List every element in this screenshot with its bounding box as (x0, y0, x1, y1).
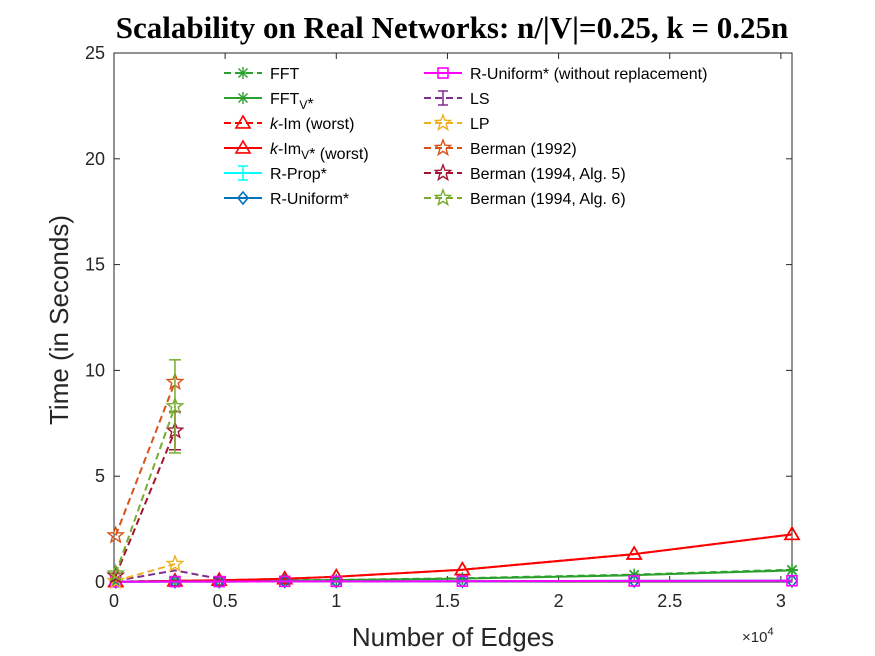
legend-item: Berman (1994, Alg. 5) (424, 163, 626, 183)
data-point (276, 570, 294, 585)
x-tick-label: 1.5 (435, 591, 460, 611)
x-axis-multiplier-exponent: 4 (767, 626, 773, 638)
legend-label: FFTV* (270, 91, 314, 113)
x-axis-multiplier: ×104 (742, 626, 774, 646)
legend-item: R-Uniform* (without replacement) (424, 66, 707, 83)
series-line (115, 569, 220, 582)
y-tick-label: 10 (85, 360, 105, 380)
legend-item: FFTV* (224, 91, 314, 113)
legend-marker (234, 114, 252, 129)
legend-label: Berman (1994, Alg. 5) (470, 166, 626, 183)
x-tick-label: 1 (331, 591, 341, 611)
legend-item: R-Prop* (224, 165, 327, 183)
data-point (278, 574, 291, 589)
data-point (625, 545, 643, 560)
x-tick-label: 2 (554, 591, 564, 611)
data-point (783, 525, 801, 541)
series-line (115, 579, 793, 583)
legend-item: Berman (1992) (424, 138, 577, 158)
legend-marker (236, 190, 250, 206)
legend-label: k-ImV* (worst) (270, 141, 369, 163)
legend-marker (433, 188, 453, 207)
plot-frame (113, 52, 793, 583)
series-layer (106, 359, 801, 590)
y-axis: 0 5 10 15 20 25 (85, 43, 792, 592)
legend-marker (237, 67, 249, 79)
chart-title: Scalability on Real Networks: n/|V|=0.25… (116, 10, 788, 45)
data-point (628, 575, 640, 587)
x-tick-label: 2.5 (657, 591, 682, 611)
legend-label: R-Prop* (270, 166, 327, 183)
legend-label: k-Im (worst) (270, 116, 354, 133)
x-axis-label: Number of Edges (352, 622, 554, 652)
legend-label: Berman (1992) (470, 141, 577, 158)
y-tick-label: 15 (85, 255, 105, 275)
y-tick-label: 0 (95, 572, 105, 592)
legend-marker (437, 67, 449, 79)
data-point (106, 525, 126, 544)
y-tick-label: 25 (85, 43, 105, 63)
series-line (114, 406, 176, 574)
y-axis-label: Time (in Seconds) (44, 215, 74, 425)
legend-label: Berman (1994, Alg. 6) (470, 191, 626, 208)
data-point (165, 396, 185, 415)
plot-area (113, 52, 793, 583)
legend-item: k-ImV* (worst) (224, 139, 369, 163)
data-point (213, 575, 225, 588)
legend-label: R-Uniform* (without replacement) (470, 66, 707, 83)
legend-item: k-Im (worst) (224, 114, 354, 133)
series-line (114, 381, 176, 536)
legend-item: Berman (1994, Alg. 6) (424, 188, 626, 208)
data-point (786, 574, 798, 587)
legend-item: FFT (224, 66, 300, 83)
x-axis-multiplier-base: ×10 (742, 629, 767, 646)
legend-label: FFT (270, 66, 300, 83)
series-line (114, 430, 176, 577)
data-point (106, 570, 126, 590)
legend-label: R-Uniform* (270, 191, 349, 208)
series-11 (106, 359, 185, 582)
x-tick-label: 3 (776, 591, 786, 611)
legend-marker (238, 165, 248, 181)
legend-item: R-Uniform* (224, 190, 349, 208)
data-point (330, 574, 343, 589)
data-point (456, 575, 469, 587)
data-point (106, 563, 126, 582)
series-7 (115, 569, 220, 582)
legend-item: LP (424, 113, 490, 133)
legend-marker (234, 139, 252, 154)
data-point (213, 574, 226, 589)
data-point (168, 574, 181, 589)
x-axis: 0 0.5 1 1.5 2 2.5 3 (109, 53, 786, 611)
legend-marker (433, 113, 453, 132)
legend-marker (433, 138, 453, 157)
data-point (169, 575, 181, 588)
legend: FFT FFTV* k-Im (worst) k-ImV* (worst) R-Prop… (224, 66, 707, 208)
data-point (165, 554, 185, 573)
series-6 (109, 574, 798, 588)
data-point (628, 573, 641, 589)
y-tick-label: 20 (85, 149, 105, 169)
data-point (785, 573, 799, 588)
legend-marker (433, 163, 453, 182)
legend-item: LS (424, 90, 490, 108)
x-tick-label: 0 (109, 591, 119, 611)
y-tick-label: 5 (95, 466, 105, 486)
data-point (278, 575, 291, 588)
series-8 (106, 554, 185, 590)
legend-marker (237, 92, 249, 104)
data-point (456, 573, 469, 589)
data-point (330, 575, 343, 588)
legend-label: LP (470, 116, 490, 133)
x-tick-label: 0.5 (213, 591, 238, 611)
legend-label: LS (470, 91, 490, 108)
legend-marker (438, 90, 448, 106)
